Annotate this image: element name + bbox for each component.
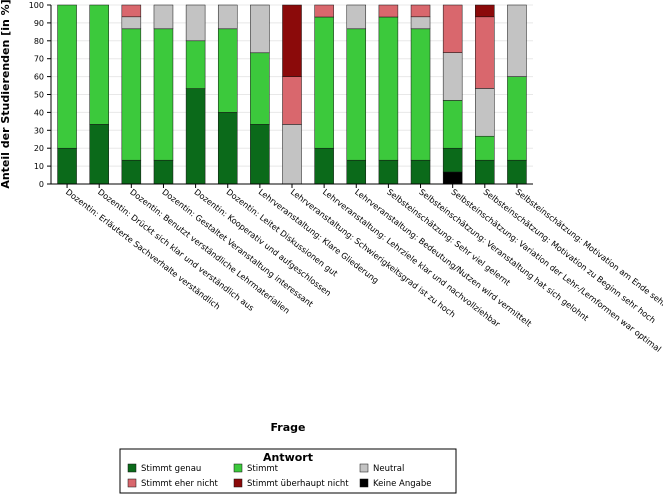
y-axis-title: Anteil der Studierenden [in %] bbox=[0, 0, 12, 189]
bar-segment bbox=[153, 28, 174, 161]
bar-segment bbox=[153, 159, 174, 185]
legend-swatch bbox=[359, 478, 369, 488]
y-tick-label: 90 bbox=[34, 19, 44, 28]
legend-title: Antwort bbox=[263, 451, 313, 464]
bar-segment bbox=[282, 76, 302, 125]
bar-segment bbox=[153, 4, 174, 30]
bar-segment bbox=[378, 16, 399, 161]
legend-label: Neutral bbox=[373, 464, 404, 474]
bar-segment bbox=[185, 4, 206, 42]
bar-segment bbox=[250, 52, 270, 125]
legend-swatch bbox=[127, 463, 137, 473]
legend-swatch bbox=[359, 463, 369, 473]
bar-segment bbox=[475, 88, 495, 137]
legend-label: Stimmt genau bbox=[141, 464, 201, 474]
bar-segment bbox=[217, 28, 238, 113]
bar-segment bbox=[410, 28, 431, 161]
bar-segment bbox=[378, 159, 399, 185]
bar-segment bbox=[442, 52, 463, 101]
legend-swatch bbox=[233, 463, 243, 473]
bar-segment bbox=[185, 88, 206, 185]
y-tick-label: 60 bbox=[34, 73, 44, 82]
bar-segment bbox=[217, 4, 238, 30]
bar-segment bbox=[475, 135, 495, 161]
bar-segment bbox=[314, 16, 334, 149]
bar-segment bbox=[507, 159, 527, 185]
bar-segment bbox=[57, 147, 77, 185]
bar-segment bbox=[507, 76, 527, 161]
bar-segment bbox=[89, 4, 109, 125]
y-tick-label: 40 bbox=[34, 108, 44, 117]
x-tick-label: Selbsteinschätzung: Variation der Lehr-/… bbox=[449, 187, 663, 354]
bar-segment bbox=[121, 16, 142, 30]
y-tick-label: 50 bbox=[34, 91, 44, 100]
bar-segment bbox=[346, 4, 367, 30]
y-tick-label: 30 bbox=[34, 126, 44, 135]
bar-segment bbox=[442, 100, 463, 149]
bar-segment bbox=[378, 4, 399, 18]
bar-segment bbox=[346, 159, 367, 185]
legend-label: Stimmt überhaupt nicht bbox=[247, 479, 349, 489]
bar-segment bbox=[250, 4, 270, 54]
x-axis-title: Frage bbox=[271, 421, 306, 434]
bar-segment bbox=[410, 16, 431, 30]
bar-segment bbox=[475, 159, 495, 185]
bar-segment bbox=[475, 16, 495, 89]
y-tick-label: 70 bbox=[34, 55, 44, 64]
legend-label: Stimmt bbox=[247, 464, 279, 474]
legend-label: Keine Angabe bbox=[373, 479, 432, 489]
y-tick-label: 80 bbox=[34, 37, 44, 46]
y-tick-label: 20 bbox=[34, 144, 44, 153]
legend-box bbox=[119, 448, 457, 494]
bar-segment bbox=[346, 28, 367, 161]
legend-swatch bbox=[233, 478, 243, 488]
bar-segment bbox=[442, 147, 463, 173]
legend-swatch bbox=[127, 478, 137, 488]
bar-segment bbox=[410, 4, 431, 18]
bar-segment bbox=[314, 4, 334, 18]
y-tick-label: 100 bbox=[29, 1, 44, 10]
bar-segment bbox=[217, 112, 238, 185]
bar-segment bbox=[282, 4, 302, 77]
bar-segment bbox=[250, 124, 270, 185]
legend: Antwort Stimmt genau Stimmt Neutral Stimmt … bbox=[119, 448, 457, 494]
bar-segment bbox=[121, 159, 142, 185]
bar-segment bbox=[475, 4, 495, 18]
bar-segment bbox=[89, 124, 109, 185]
y-tick-label: 10 bbox=[34, 162, 44, 171]
bar-segment bbox=[282, 124, 302, 185]
bar-segment bbox=[57, 4, 77, 149]
legend-label: Stimmt eher nicht bbox=[141, 479, 219, 489]
bar-segment bbox=[410, 159, 431, 185]
bar-segment bbox=[442, 171, 463, 185]
bar-segment bbox=[507, 4, 527, 77]
bar-segment bbox=[121, 4, 142, 18]
bar-segment bbox=[121, 28, 142, 161]
bar-segment bbox=[314, 147, 334, 185]
bars bbox=[57, 4, 527, 185]
y-tick-label: 0 bbox=[39, 180, 44, 189]
bar-segment bbox=[442, 4, 463, 53]
bar-segment bbox=[185, 40, 206, 89]
